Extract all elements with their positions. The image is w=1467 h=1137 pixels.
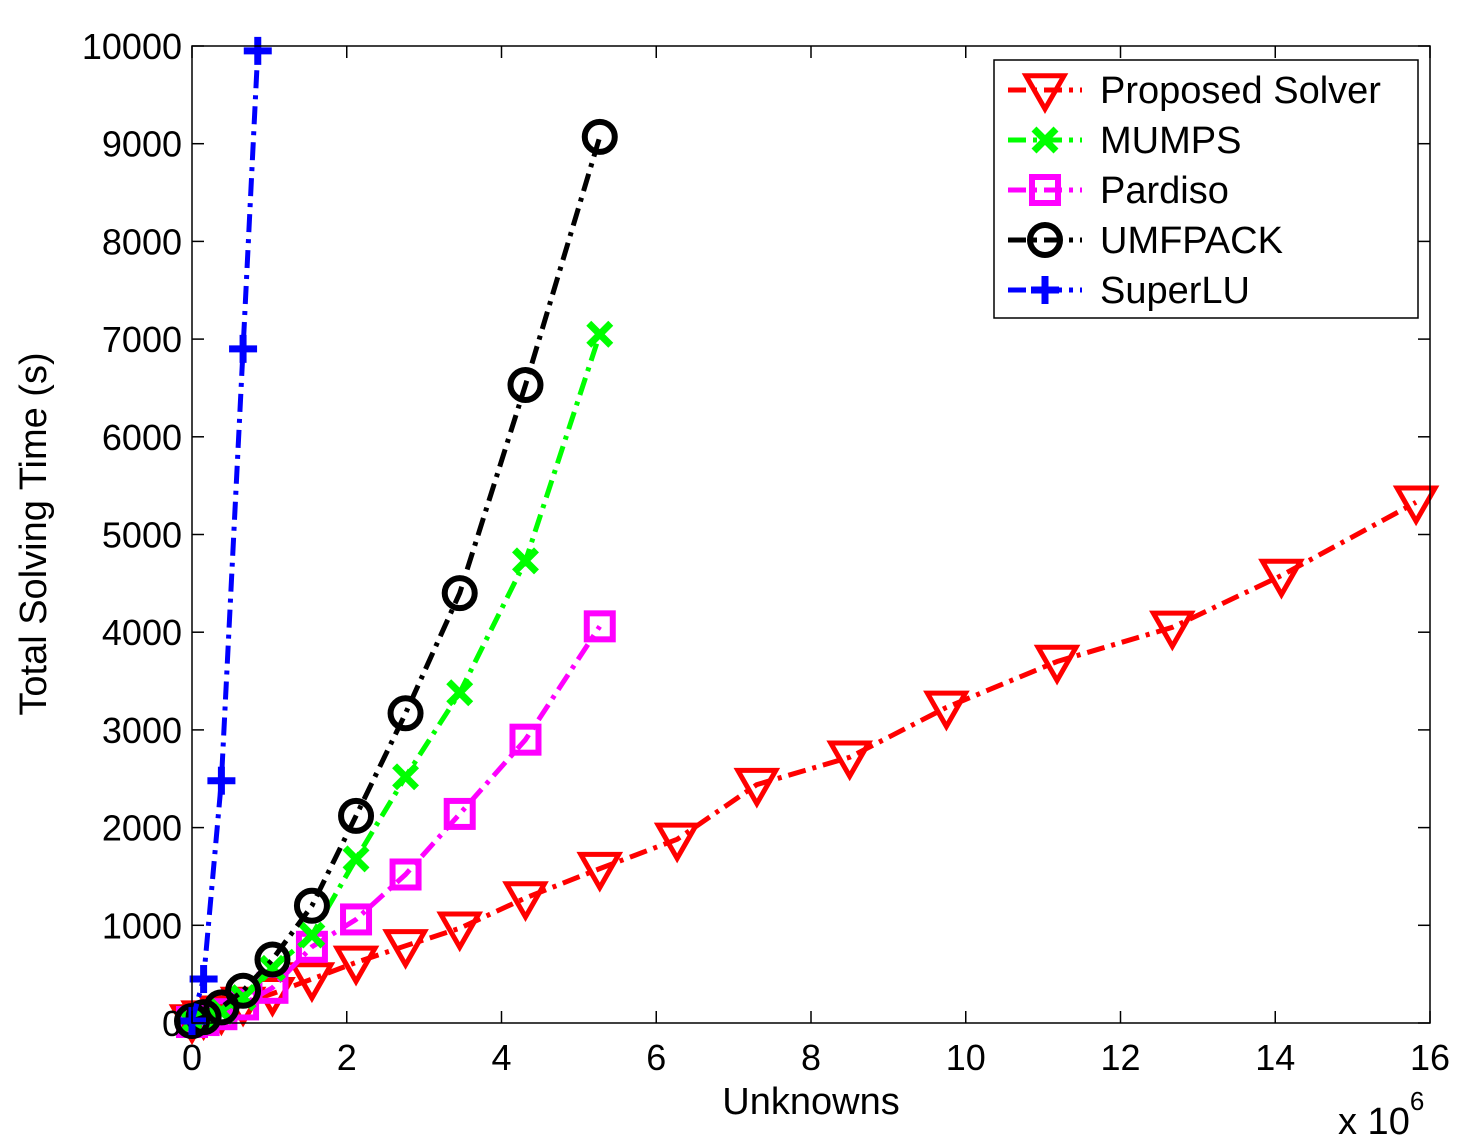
data-point	[583, 610, 616, 643]
legend-marker	[1031, 276, 1059, 304]
data-point	[1033, 644, 1081, 686]
legend-marker	[1021, 73, 1069, 115]
legend-label: SuperLU	[1100, 270, 1250, 312]
series-umfpack	[174, 118, 618, 1040]
data-point	[1258, 558, 1305, 600]
y-tick-label: 8000	[102, 221, 182, 262]
data-point	[576, 851, 624, 893]
data-point	[338, 797, 375, 834]
legend-entry: UMFPACK	[1008, 220, 1283, 262]
data-point	[342, 845, 370, 873]
x-axis-label: Unknowns	[722, 1081, 899, 1123]
x-axis-multiplier-exponent: 6	[1410, 1086, 1424, 1116]
x-tick-label: 4	[491, 1037, 511, 1078]
x-tick-label: 2	[337, 1037, 357, 1078]
legend-label: UMFPACK	[1100, 220, 1283, 262]
data-point	[1149, 610, 1196, 652]
y-axis-label: Total Solving Time (s)	[13, 352, 55, 715]
data-point	[387, 695, 424, 732]
data-point	[446, 679, 474, 707]
data-point	[507, 367, 544, 404]
legend-label: Pardiso	[1100, 170, 1229, 212]
legend-marker	[1031, 126, 1059, 154]
y-tick-label: 9000	[102, 124, 182, 165]
legend-entry: SuperLU	[1008, 270, 1250, 312]
data-point	[332, 945, 380, 987]
data-point	[229, 334, 258, 363]
data-point	[254, 941, 291, 978]
data-point	[243, 36, 272, 65]
legend-entry: Pardiso	[1008, 170, 1229, 212]
y-tick-label: 3000	[102, 710, 182, 751]
x-tick-label: 8	[801, 1037, 821, 1078]
x-tick-label: 0	[182, 1037, 202, 1078]
y-tick-label: 6000	[102, 417, 182, 458]
data-point	[298, 921, 326, 949]
data-point	[826, 740, 873, 782]
data-point	[923, 690, 970, 732]
data-point	[509, 723, 542, 756]
data-point	[443, 797, 476, 830]
data-point	[441, 575, 478, 612]
data-point	[512, 547, 539, 575]
legend-marker	[1029, 174, 1061, 206]
x-tick-label: 10	[946, 1037, 986, 1078]
legend-entry: MUMPS	[1008, 120, 1241, 162]
y-tick-label: 1000	[102, 905, 182, 946]
y-tick-label: 4000	[102, 612, 182, 653]
data-point	[581, 118, 618, 155]
y-tick-label: 5000	[102, 515, 182, 556]
series-layer	[168, 36, 1440, 1046]
data-point	[1392, 485, 1440, 527]
data-point	[653, 822, 701, 864]
data-point	[225, 972, 262, 1009]
legend-entries: Proposed Solver MUMPS Pardiso UMFPACK SuperL…	[1008, 70, 1381, 312]
x-tick-label: 16	[1410, 1037, 1450, 1078]
legend-label: Proposed Solver	[1100, 70, 1381, 112]
x-axis-multiplier-base: x 10	[1338, 1101, 1410, 1137]
x-axis-multiplier: x 106	[1338, 1086, 1424, 1137]
data-point	[392, 763, 420, 791]
ticks-layer: 0 2 4 6 8 10 12 14 16 0 1000 2000 3000 4000 5000 6000 70…	[82, 26, 1450, 1078]
y-tick-label: 10000	[82, 26, 182, 67]
data-point	[288, 962, 336, 1004]
legend-entry: Proposed Solver	[1008, 70, 1381, 115]
x-tick-label: 6	[646, 1037, 666, 1078]
y-tick-label: 0	[162, 1003, 182, 1044]
data-point	[733, 767, 781, 809]
data-point	[502, 881, 549, 922]
series-line	[191, 624, 602, 1025]
x-tick-label: 12	[1100, 1037, 1140, 1078]
series-line	[191, 500, 1418, 1024]
data-point	[586, 320, 614, 348]
legend-box	[993, 59, 1419, 319]
data-point	[436, 911, 484, 953]
data-point	[389, 858, 422, 891]
data-point	[340, 903, 373, 936]
legend-marker	[1027, 222, 1063, 258]
data-point	[382, 929, 429, 970]
data-point	[189, 965, 218, 994]
legend: Proposed Solver MUMPS Pardiso UMFPACK SuperL…	[993, 59, 1419, 319]
legend-label: MUMPS	[1100, 120, 1241, 162]
data-point	[207, 766, 236, 795]
x-tick-label: 14	[1255, 1037, 1295, 1078]
data-point	[293, 887, 330, 924]
y-tick-label: 7000	[102, 319, 182, 360]
y-tick-label: 2000	[102, 808, 182, 849]
